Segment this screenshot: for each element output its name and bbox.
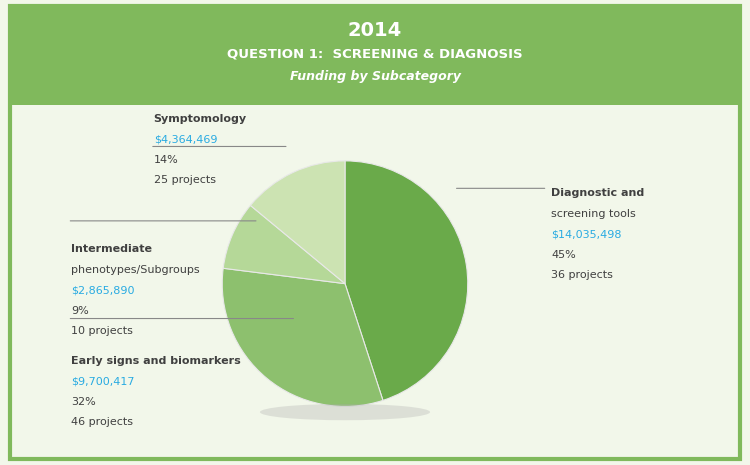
- Wedge shape: [251, 161, 345, 284]
- Ellipse shape: [260, 404, 430, 420]
- Text: $9,700,417: $9,700,417: [71, 376, 135, 386]
- Text: 9%: 9%: [71, 306, 89, 316]
- Text: 46 projects: 46 projects: [71, 417, 134, 427]
- Text: Funding by Subcategory: Funding by Subcategory: [290, 70, 460, 83]
- Text: QUESTION 1:  SCREENING & DIAGNOSIS: QUESTION 1: SCREENING & DIAGNOSIS: [227, 48, 523, 61]
- Text: Intermediate: Intermediate: [71, 244, 152, 254]
- Wedge shape: [222, 268, 383, 406]
- Wedge shape: [345, 161, 468, 400]
- Text: Diagnostic and: Diagnostic and: [551, 188, 644, 199]
- Text: 32%: 32%: [71, 397, 96, 407]
- Text: screening tools: screening tools: [551, 209, 636, 219]
- Wedge shape: [224, 206, 345, 284]
- Text: phenotypes/Subgroups: phenotypes/Subgroups: [71, 265, 200, 275]
- Text: $2,865,890: $2,865,890: [71, 285, 135, 295]
- Text: Symptomology: Symptomology: [154, 114, 247, 124]
- Text: 45%: 45%: [551, 250, 576, 260]
- Text: $4,364,469: $4,364,469: [154, 134, 218, 145]
- Text: Early signs and biomarkers: Early signs and biomarkers: [71, 356, 241, 366]
- Text: 2014: 2014: [348, 21, 402, 40]
- Bar: [10, 6, 740, 105]
- Text: 25 projects: 25 projects: [154, 175, 216, 186]
- Text: 10 projects: 10 projects: [71, 326, 134, 336]
- Text: 36 projects: 36 projects: [551, 270, 614, 280]
- Text: $14,035,498: $14,035,498: [551, 229, 622, 239]
- Text: 14%: 14%: [154, 155, 178, 165]
